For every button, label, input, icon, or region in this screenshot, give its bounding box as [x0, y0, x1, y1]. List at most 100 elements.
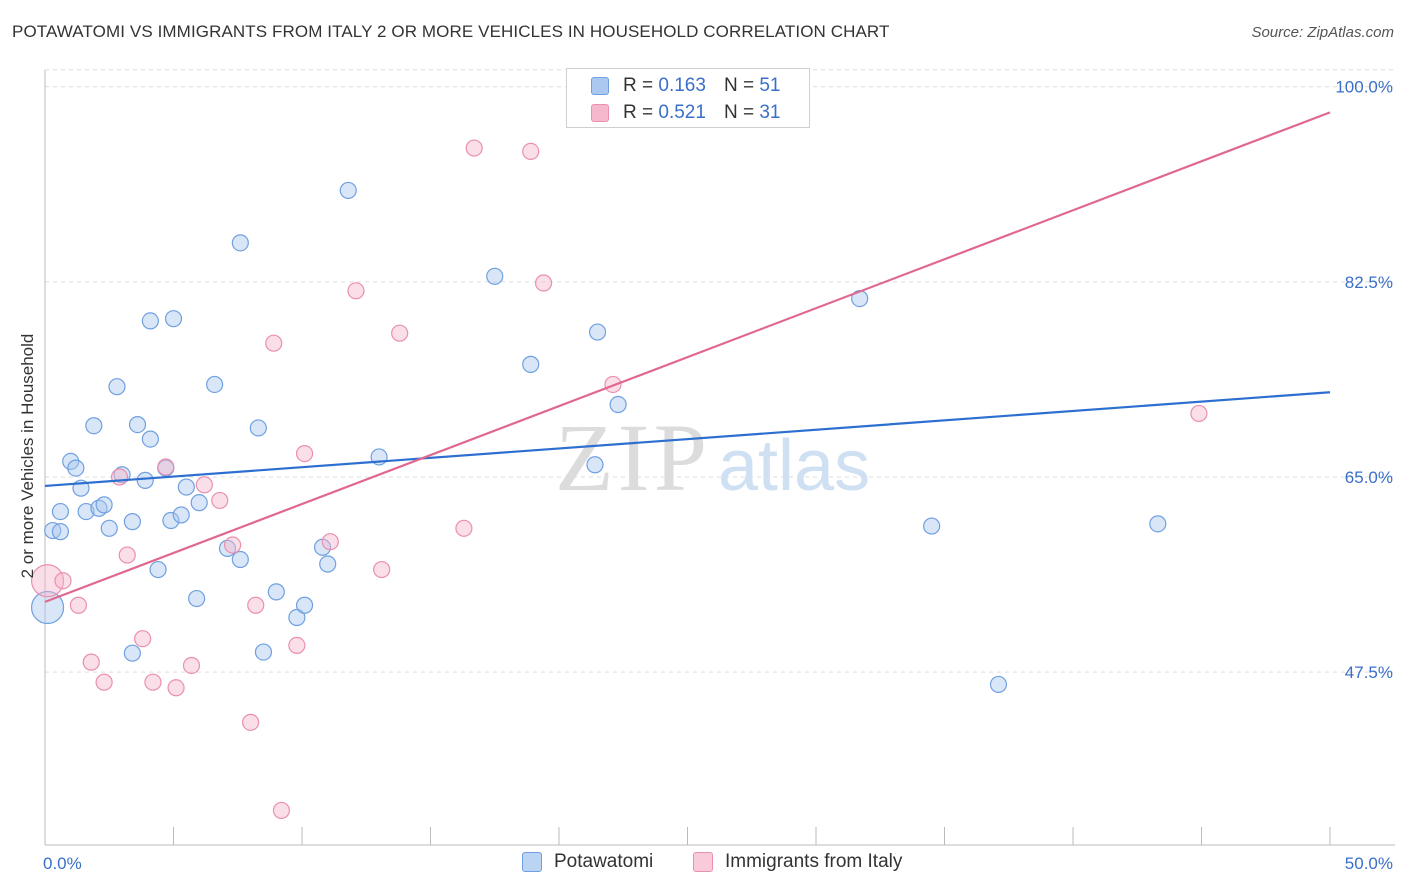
potawatomi-point	[149, 560, 167, 579]
potawatomi-point	[206, 375, 224, 394]
potawatomi-point	[136, 471, 154, 489]
italy-point	[195, 476, 213, 494]
potawatomi-point	[267, 583, 285, 601]
potawatomi-point	[113, 466, 131, 484]
legend-row-potawatomi: R = 0.163 N = 51	[591, 74, 780, 98]
legend-n-value: 51	[759, 75, 781, 96]
italy-point	[242, 713, 260, 731]
legend-n-value: 31	[759, 102, 781, 123]
potawatomi-point	[319, 555, 337, 573]
potawatomi-point	[989, 675, 1008, 694]
legend-r-label: R =	[623, 75, 654, 96]
potawatomi-point	[288, 608, 306, 627]
potawatomi-point	[586, 456, 604, 474]
y-axis-label: 2 or more Vehicles in Household	[18, 333, 37, 579]
italy-point	[144, 673, 162, 691]
potawatomi-point	[141, 430, 159, 448]
italy-point	[110, 468, 129, 486]
potawatomi-point	[522, 355, 540, 373]
potawatomi-point	[51, 502, 70, 521]
watermark: ZIP atlas	[555, 404, 870, 511]
legend-swatch-pink	[693, 852, 713, 872]
legend-r-value: 0.163	[658, 75, 706, 96]
legend-stats: R = 0.163 N = 51 R = 0.521 N = 31	[566, 68, 810, 128]
italy-point	[30, 564, 65, 598]
italy-point	[465, 139, 483, 157]
potawatomi-point	[162, 511, 180, 530]
legend-swatch-blue	[591, 77, 609, 95]
italy-point	[95, 673, 113, 691]
potawatomi-point	[923, 517, 941, 535]
potawatomi-point	[588, 323, 607, 341]
legend-label-potawatomi: Potawatomi	[554, 851, 654, 872]
potawatomi-point	[77, 502, 95, 521]
watermark-atlas: atlas	[718, 426, 870, 506]
italy-point	[288, 636, 306, 654]
potawatomi-point	[123, 644, 141, 662]
potawatomi-point	[231, 234, 249, 252]
italy-point	[118, 546, 136, 564]
chart-title: POTAWATOMI VS IMMIGRANTS FROM ITALY 2 OR…	[12, 22, 890, 41]
italy-point	[82, 653, 100, 671]
y-tick-label: 65.0%	[1345, 468, 1393, 487]
italy-point	[69, 596, 88, 614]
potawatomi-point	[609, 395, 627, 414]
legend-item-potawatomi[interactable]: Potawatomi	[522, 851, 653, 873]
legend-swatch-pink	[591, 104, 609, 122]
potawatomi-point	[51, 523, 70, 541]
watermark-zip: ZIP	[555, 404, 711, 511]
legend-row-italy: R = 0.521 N = 31	[591, 101, 780, 125]
y-tick-label: 82.5%	[1345, 273, 1393, 292]
italy-trend-line	[44, 111, 1331, 603]
legend-item-italy[interactable]: Immigrants from Italy	[693, 851, 902, 873]
potawatomi-point	[141, 312, 159, 330]
potawatomi-point	[108, 378, 126, 396]
italy-point	[265, 334, 283, 352]
italy-point	[522, 142, 540, 161]
trend-lines	[44, 111, 1331, 603]
legend-r-label: R =	[623, 102, 654, 123]
italy-point	[134, 630, 152, 648]
potawatomi-point	[123, 513, 141, 531]
italy-point	[54, 572, 72, 590]
italy-point	[224, 536, 242, 554]
legend-series: Potawatomi Immigrants from Italy	[0, 851, 1406, 877]
x-tick-label: 50.0%	[1345, 854, 1393, 873]
potawatomi-trend-line	[44, 391, 1331, 488]
potawatomi-point	[30, 590, 65, 625]
potawatomi-point	[190, 494, 208, 512]
potawatomi-point	[177, 478, 195, 496]
legend-n-label: N =	[723, 75, 755, 96]
potawatomi-point	[249, 419, 267, 437]
italy-point	[182, 656, 201, 675]
italy-point	[211, 491, 229, 510]
potawatomi-point	[67, 459, 85, 477]
tick-labels: 100.0% 82.5% 65.0% 47.5% 0.0% 50.0%	[43, 78, 1393, 873]
potawatomi-point	[231, 550, 249, 569]
axes	[44, 70, 1395, 846]
potawatomi-point	[339, 181, 357, 200]
potawatomi-point	[128, 416, 147, 434]
italy-point	[272, 801, 291, 820]
potawatomi-point	[188, 589, 206, 608]
potawatomi-point	[95, 496, 113, 514]
italy-point	[157, 458, 175, 476]
legend-label-italy: Immigrants from Italy	[725, 851, 903, 872]
y-tick-label: 100.0%	[1335, 78, 1393, 97]
potawatomi-point	[1149, 515, 1167, 533]
italy-point	[455, 519, 473, 537]
italy-point	[347, 282, 365, 300]
potawatomi-point	[295, 596, 314, 614]
italy-point	[167, 679, 185, 697]
legend-swatch-blue	[522, 852, 542, 872]
italy-point	[534, 274, 553, 292]
italy-point	[247, 596, 265, 614]
source-label: Source: ZipAtlas.com	[1251, 24, 1394, 41]
potawatomi-point	[486, 267, 504, 285]
potawatomi-point	[254, 643, 273, 661]
x-tick-label: 0.0%	[43, 854, 82, 873]
potawatomi-point	[172, 506, 190, 524]
italy-point	[373, 560, 391, 579]
y-tick-label: 47.5%	[1345, 663, 1393, 682]
